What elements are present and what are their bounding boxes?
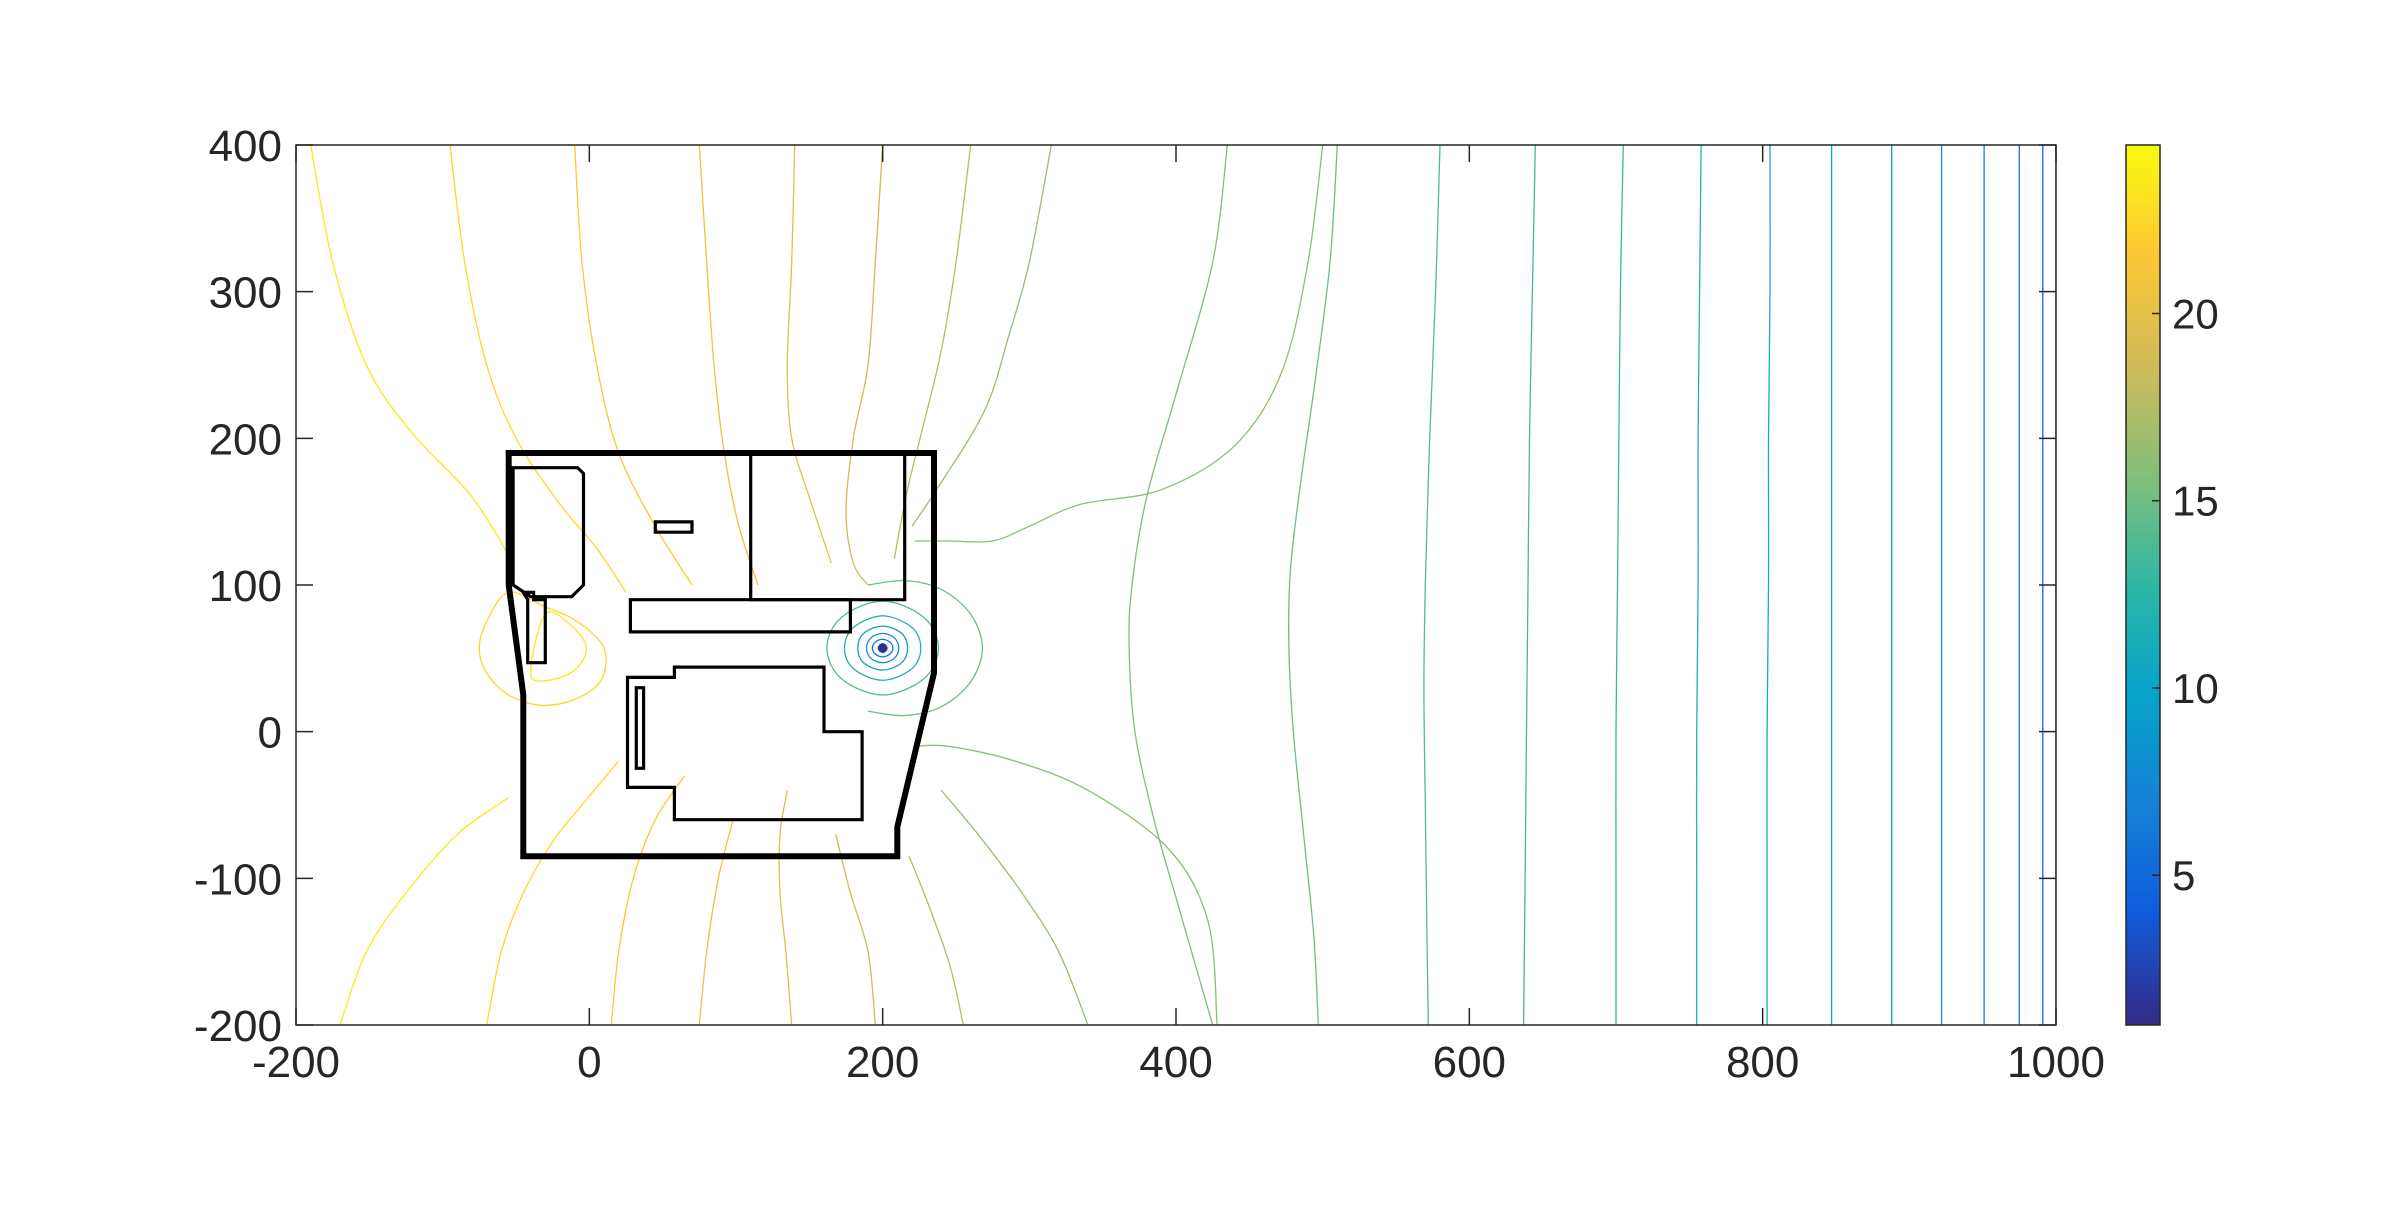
x-tick-label: 200 [846, 1038, 919, 1087]
contour-line [865, 632, 900, 664]
x-tick-label: 400 [1139, 1038, 1212, 1087]
y-tick-label: 300 [209, 269, 282, 318]
room-outline [520, 590, 547, 665]
contour-line [940, 789, 1089, 1025]
x-tick-label: 0 [577, 1038, 601, 1087]
contour-line [914, 744, 1218, 1025]
contour-line [478, 591, 607, 707]
outer-wall [505, 450, 937, 860]
contour-line [310, 145, 514, 564]
contour-line [911, 145, 1052, 527]
contour-line [486, 760, 620, 1025]
colorbar-tick-label: 5 [2172, 852, 2195, 899]
contour-lines [310, 145, 2056, 1025]
x-tick-label: 1000 [2007, 1038, 2105, 1087]
contour-line [835, 834, 876, 1025]
contour-line [698, 145, 759, 586]
room-outline [749, 451, 907, 602]
contour-line [1766, 145, 1771, 1025]
colorbar-tick-label: 20 [2172, 291, 2219, 338]
contour-line [339, 797, 510, 1025]
contour-line [867, 579, 984, 717]
room-outline [625, 665, 864, 822]
y-tick-label: -200 [194, 1002, 282, 1051]
floor-plan [505, 450, 937, 860]
contour-line [1695, 145, 1702, 1025]
colorbar-gradient [2125, 144, 2161, 1026]
contour-line [877, 643, 888, 654]
room-outline [511, 466, 586, 599]
room-outline [628, 598, 852, 634]
room-outline [653, 520, 694, 534]
y-tick-label: -100 [194, 855, 282, 904]
y-tick-label: 100 [209, 562, 282, 611]
contour-line [857, 625, 909, 671]
colorbar: 5 10 15 20 [2125, 144, 2219, 1026]
contour-line [1423, 145, 1441, 1025]
x-axis: -200 0 200 400 600 800 1000 [252, 145, 2105, 1087]
contour-line [1128, 145, 1228, 1025]
room-outline [634, 686, 646, 770]
x-tick-label: 600 [1433, 1038, 1506, 1087]
contour-line [826, 600, 940, 696]
contour-line [1615, 145, 1624, 1025]
contour-line [845, 145, 884, 586]
contour-line [449, 145, 627, 593]
contour-line [908, 856, 964, 1025]
colorbar-tick-label: 15 [2172, 478, 2219, 525]
contour-line [893, 145, 972, 559]
x-tick-label: 800 [1726, 1038, 1799, 1087]
y-tick-label: 0 [258, 709, 282, 758]
contour-line [1287, 145, 1338, 1025]
source-point [878, 644, 887, 653]
contour-line [871, 638, 894, 658]
plot-area [296, 145, 2056, 1025]
colorbar-tick-label: 10 [2172, 665, 2219, 712]
contour-line [610, 775, 686, 1025]
contour-line [914, 145, 1324, 543]
y-tick-label: 200 [209, 415, 282, 464]
contour-line [786, 145, 832, 564]
contour-line [1522, 145, 1536, 1025]
x-tick-label: -200 [252, 1038, 340, 1087]
y-tick-label: 400 [209, 122, 282, 171]
contour-line [698, 819, 734, 1025]
y-axis: -200 -100 0 100 200 300 400 [194, 122, 2056, 1051]
contour-line [530, 611, 588, 682]
